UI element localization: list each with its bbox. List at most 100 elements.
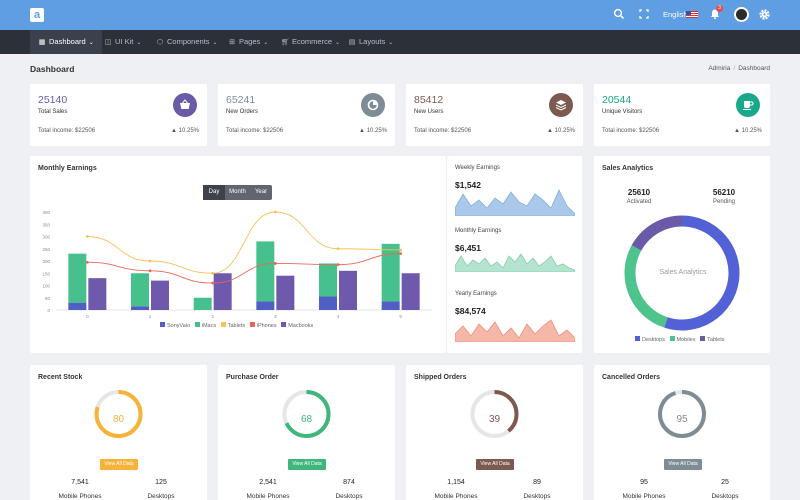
nav-components[interactable]: ⬡ Components ⌄ [156,30,218,54]
tab-month[interactable]: Month [229,189,246,195]
line-iphones [87,253,401,284]
stat-value: 20544 [602,94,632,106]
donut-legend: Desktops Mobiles Tablets [635,336,725,343]
gauge-fill [658,390,706,438]
period-toggle: Day Month Year [203,185,272,200]
legend-item: Desktops [635,336,665,343]
app-logo[interactable]: a [30,8,44,22]
shipped-orders-card: Shipped Orders 39 View All Data 1,154 89… [406,365,583,500]
y-tick-label: 0 [47,308,50,313]
stat-value: 65241 [226,94,256,106]
point-iphones [85,260,89,264]
bar-imacs [68,253,87,303]
weekly-sparkline [455,189,575,216]
y-tick-label: 250 [42,247,50,252]
arrow-up-icon: ▲ [171,128,177,134]
fullscreen-icon[interactable] [637,8,651,22]
user-avatar[interactable] [734,7,749,22]
legend-item: SonyVaio [160,322,190,329]
point-iphones [148,269,152,273]
earnings-summary-card: Weekly Earnings $1,542 Monthly Earnings … [447,156,582,353]
legend-item: Mobiles [669,336,695,343]
legend-item: Tablets [700,336,725,343]
notification-badge: 3 [716,5,723,12]
layers-icon: ◫ [104,39,112,46]
x-tick-label: 2 [211,314,214,319]
y-tick-label: 200 [42,259,50,264]
desktop-count: 125 [155,479,167,486]
stat-change: ▲ 10.25% [547,128,575,134]
gauge-value: 95 [676,414,688,425]
gauge-value: 68 [300,414,313,425]
stat-card-total-sales: 25140 Total Sales Total income: $22506 ▲… [30,84,207,146]
gauge-chart [282,390,331,438]
point-tablets [148,259,152,263]
nav-layouts[interactable]: ▤ Layouts ⌄ [348,30,394,54]
tab-day[interactable]: Day [203,185,225,200]
view-all-data-button[interactable]: View All Data [100,459,138,470]
card-title: Monthly Earnings [38,165,97,172]
stat-income: Total income: $22506 [226,128,284,134]
view-all-data-button[interactable]: View All Data [288,459,326,470]
cart-icon: 🛒︎ [281,39,290,46]
mobile-count: 95 [640,479,648,486]
arrow-up-icon: ▲ [734,128,740,134]
stat-value: 25140 [38,94,68,106]
view-all-data-button[interactable]: View All Data [664,459,702,470]
card-title: Purchase Order [226,374,279,381]
cube-icon: ⬡ [156,39,164,46]
language-selector[interactable]: English [663,10,688,19]
breadcrumb-current: Dashboard [738,65,770,72]
bar-macbooks [339,270,357,310]
point-tablets [336,247,340,251]
y-tick-label: 50 [45,296,51,301]
bar-imacs [131,273,149,307]
search-icon[interactable] [612,8,626,22]
cup-icon [736,93,760,117]
legend-swatch [669,336,675,341]
point-iphones [273,262,277,265]
weekly-earnings-value: $1,542 [455,180,481,190]
desktop-label: Desktops [335,493,363,500]
desktop-count: 25 [721,479,729,486]
gauge-chart [658,390,706,438]
nav-ui-kit[interactable]: ◫ UI Kit ⌄ [104,30,142,54]
x-tick-label: 5 [399,314,402,319]
us-flag-icon [686,11,698,18]
desktop-label: Desktops [711,493,739,500]
bar-imacs [319,263,337,297]
bar-sonyvaio [68,302,87,310]
gauge-value: 80 [112,414,125,425]
gauge-fill [470,390,519,438]
bar-imacs [381,243,400,302]
legend-swatch [220,322,226,327]
chevron-down-icon: ⌄ [136,40,142,46]
point-tablets [399,248,403,252]
tab-year[interactable]: Year [254,189,268,195]
nav-label: Pages [239,37,261,46]
nav-pages[interactable]: ⊞ Pages ⌄ [228,30,268,54]
nav-ecommerce[interactable]: 🛒︎ Ecommerce ⌄ [281,30,340,54]
view-all-data-button[interactable]: View All Data [476,459,514,470]
legend-swatch [635,336,640,341]
stat-change: ▲ 10.25% [359,128,387,134]
donut-slice-tablets [631,215,683,251]
bar-macbooks [151,280,169,310]
nav-label: Ecommerce [292,37,333,46]
bar-sonyvaio [131,306,149,310]
gear-icon[interactable] [757,8,771,22]
y-tick-label: 150 [42,271,50,276]
sales-donut-chart [624,215,740,331]
breadcrumb-link[interactable]: Admiria [708,65,731,72]
bar-sonyvaio [381,301,400,310]
stat-card-new-orders: 65241 New Orders Total income: $22506 ▲ … [218,84,395,146]
legend-swatch [249,322,255,327]
legend-swatch [281,322,287,327]
bar-macbooks [401,273,420,310]
legend-item: Tablets [220,322,245,329]
arrow-up-icon: ▲ [359,128,365,134]
activated-value: 25610 [627,188,651,197]
bar-sonyvaio [319,296,337,310]
nav-dashboard[interactable]: ▦ Dashboard ⌄ [30,30,102,54]
x-tick-label: 3 [274,314,277,319]
